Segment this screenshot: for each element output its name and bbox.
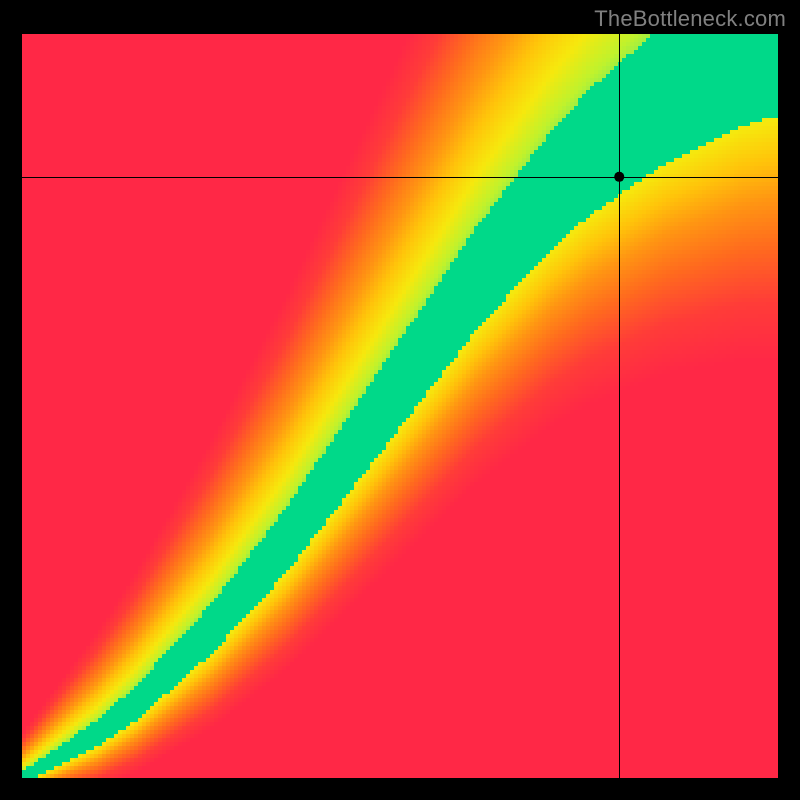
watermark-text: TheBottleneck.com [594, 6, 786, 32]
bottleneck-heatmap [22, 34, 778, 778]
heatmap-canvas [22, 34, 778, 778]
